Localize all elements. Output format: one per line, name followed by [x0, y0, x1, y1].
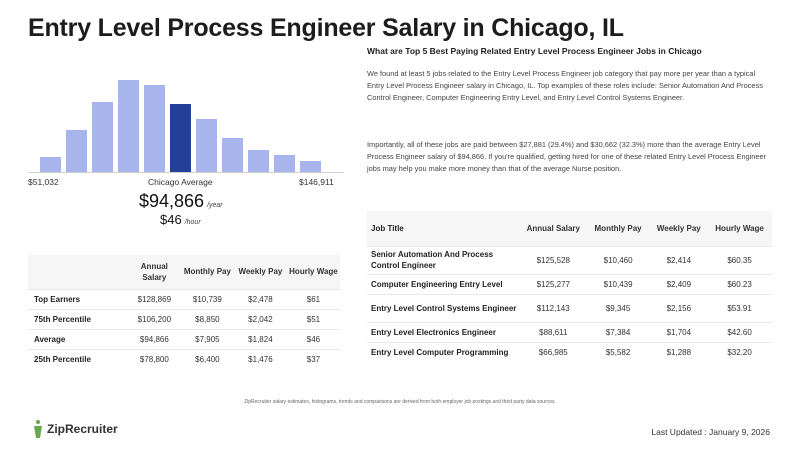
related-jobs-table: Job Title Annual Salary Monthly Pay Weekly …	[367, 211, 772, 362]
table-cell: Senior Automation And Process Control En…	[371, 250, 494, 270]
table-cell: $6,400	[195, 354, 220, 364]
histogram-bar	[144, 85, 165, 172]
histogram-bar	[274, 155, 295, 172]
table-cell: $2,414	[666, 255, 692, 265]
table-cell: $88,611	[539, 327, 568, 337]
table-header-cell: Annual Salary	[140, 261, 168, 282]
table-header-cell: Monthly Pay	[594, 223, 642, 233]
table-cell: $51	[306, 314, 321, 324]
related-jobs-heading: What are Top 5 Best Paying Related Entry…	[367, 46, 702, 56]
average-salary-unit: /year	[207, 202, 223, 209]
histogram-bar	[40, 157, 61, 172]
table-cell: Top Earners	[34, 294, 81, 304]
ziprecruiter-logo[interactable]: ZipRecruiter	[32, 420, 118, 438]
average-hourly-unit: /hour	[184, 219, 201, 226]
table-cell: $60.35	[727, 255, 752, 265]
average-salary-value: $94,866	[139, 191, 205, 211]
table-cell: $112,143	[536, 303, 570, 313]
table-cell: $60.23	[727, 279, 752, 289]
table-header-cell: Monthly Pay	[183, 267, 231, 277]
average-hourly: $46/hour	[160, 212, 201, 227]
table-cell: $125,528	[536, 255, 570, 265]
table-cell: $61	[306, 294, 321, 304]
table-row: 25th Percentile $78,800 $6,400 $1,476 $37	[28, 349, 340, 369]
table-row: Average $94,866 $7,905 $1,824 $46	[28, 329, 340, 349]
table-cell: $9,345	[605, 303, 631, 313]
table-row: Computer Engineering Entry Level $125,277…	[367, 274, 772, 294]
table-cell: $7,384	[605, 327, 631, 337]
table-cell: Computer Engineering Entry Level	[371, 279, 503, 289]
table-cell: $7,905	[195, 334, 220, 344]
table-cell: $125,277	[536, 279, 570, 289]
histogram-bar	[222, 138, 243, 172]
histogram-bar	[170, 104, 191, 172]
table-cell: $10,739	[192, 294, 222, 304]
table-cell: $32.20	[727, 347, 752, 357]
table-cell: $8,850	[195, 314, 220, 324]
average-hourly-value: $46	[160, 212, 182, 227]
table-header-cell	[28, 255, 128, 289]
average-salary: $94,866/year	[139, 191, 223, 212]
histogram-bar	[118, 80, 139, 172]
table-cell: $5,582	[605, 347, 631, 357]
histogram-bar	[248, 150, 269, 172]
table-row: 75th Percentile $106,200 $8,850 $2,042 $51	[28, 309, 340, 329]
disclaimer: ZipRecruiter salary estimates, histogram…	[244, 399, 556, 405]
table-cell: $46	[306, 334, 321, 344]
ziprecruiter-logo-icon	[32, 420, 44, 438]
table-cell: $1,288	[666, 347, 692, 357]
salary-histogram	[40, 80, 330, 172]
histogram-bar	[300, 161, 321, 172]
table-cell: $2,478	[248, 294, 273, 304]
table-cell: $106,200	[137, 314, 172, 324]
table-cell: $10,439	[603, 279, 633, 289]
table-cell: Entry Level Computer Programming	[371, 347, 509, 357]
table-cell: $78,800	[139, 354, 169, 364]
table-row: Top Earners $128,869 $10,739 $2,478 $61	[28, 289, 340, 309]
salary-percentile-table: Annual Salary Monthly Pay Weekly Pay Hourly…	[28, 255, 340, 369]
table-header-cell: Job Title	[371, 223, 404, 233]
table-cell: $53.91	[727, 303, 752, 313]
logo-text: ZipRecruiter	[47, 422, 118, 436]
histogram-baseline	[28, 172, 344, 173]
last-updated: Last Updated : January 9, 2026	[651, 427, 770, 437]
table-cell: Entry Level Control Systems Engineer	[371, 303, 517, 313]
table-row: Entry Level Control Systems Engineer $112…	[367, 294, 772, 322]
table-cell: Entry Level Electronics Engineer	[371, 327, 496, 337]
table-cell: $1,476	[248, 354, 273, 364]
table-header-cell: Weekly Pay	[238, 267, 283, 277]
table-cell: $2,042	[248, 314, 273, 324]
table-header-cell: Weekly Pay	[656, 223, 701, 233]
table-cell: 25th Percentile	[34, 354, 91, 364]
table-header-cell: Annual Salary	[526, 223, 580, 233]
table-cell: $2,409	[666, 279, 692, 289]
table-cell: $10,460	[603, 255, 633, 265]
table-cell: $37	[306, 354, 321, 364]
histogram-min-label: $51,032	[28, 177, 59, 187]
histogram-bar	[196, 119, 217, 172]
table-cell: $2,156	[666, 303, 692, 313]
table-cell: $128,869	[137, 294, 172, 304]
table-cell: 75th Percentile	[34, 314, 91, 324]
page-title: Entry Level Process Engineer Salary in C…	[28, 14, 624, 42]
table-header-cell: Hourly Wage	[289, 267, 338, 277]
histogram-average-label: Chicago Average	[148, 177, 213, 187]
histogram-bar	[92, 102, 113, 172]
table-cell: $1,704	[666, 327, 692, 337]
table-cell: $66,985	[538, 347, 568, 357]
table-cell: $1,824	[248, 334, 273, 344]
table-header-cell: Hourly Wage	[715, 223, 764, 233]
table-cell: $42.60	[727, 327, 752, 337]
table-row: Senior Automation And Process Control En…	[367, 246, 772, 274]
table-cell: Average	[34, 334, 66, 344]
histogram-bar	[66, 130, 87, 172]
table-row: Entry Level Electronics Engineer $88,611 $…	[367, 322, 772, 342]
table-cell: $94,866	[139, 334, 169, 344]
related-jobs-paragraph-2: Importantly, all of these jobs are paid …	[367, 140, 767, 173]
histogram-max-label: $146,911	[299, 177, 334, 187]
related-jobs-paragraph-1: We found at least 5 jobs related to the …	[367, 69, 763, 102]
table-row: Entry Level Computer Programming $66,985 $…	[367, 342, 772, 362]
